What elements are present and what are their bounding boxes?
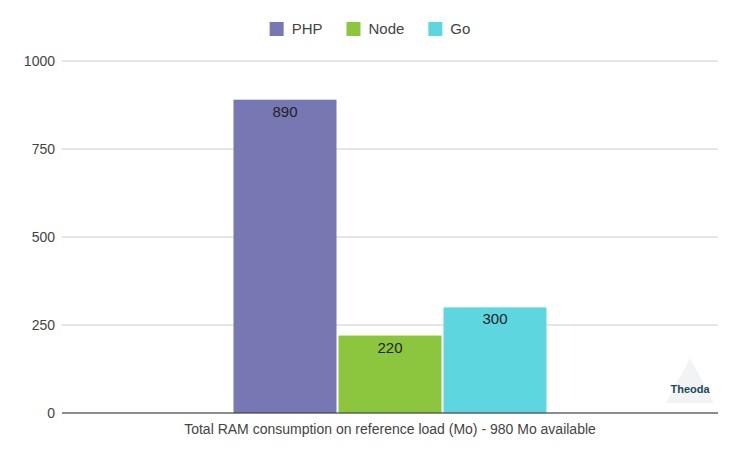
logo-text: Theoda: [670, 383, 710, 395]
chart-container: 0 250 500 750 1000 Total RAM consumption on r…: [0, 0, 740, 458]
y-tick-label: 250: [32, 317, 56, 333]
x-category-label: Total RAM consumption on reference load …: [184, 421, 596, 437]
legend-label: Node: [368, 20, 404, 37]
legend: PHP Node Go: [270, 20, 471, 37]
y-tick-label: 0: [47, 405, 55, 421]
bar: [444, 307, 547, 413]
grid-line: [62, 325, 718, 326]
data-label: 300: [482, 310, 507, 327]
bars: [234, 100, 547, 413]
x-axis-line: [62, 412, 718, 413]
grid-line: [62, 237, 718, 238]
chart-svg: 0 250 500 750 1000 Total RAM consumption on r…: [0, 0, 740, 458]
legend-swatch: [428, 22, 442, 36]
y-tick-label: 750: [32, 141, 56, 157]
grid-line: [62, 413, 718, 414]
legend-label: PHP: [292, 20, 323, 37]
grid-line: [62, 61, 718, 62]
data-label: 890: [272, 103, 297, 120]
legend-swatch: [346, 22, 360, 36]
y-tick-label: 1000: [24, 53, 55, 69]
legend-swatch: [270, 22, 284, 36]
legend-label: Go: [450, 20, 470, 37]
data-label: 220: [377, 339, 402, 356]
bar: [234, 100, 337, 413]
bar: [339, 336, 442, 413]
grid-line: [62, 149, 718, 150]
y-tick-label: 500: [32, 229, 56, 245]
logo-shape: [666, 358, 714, 403]
